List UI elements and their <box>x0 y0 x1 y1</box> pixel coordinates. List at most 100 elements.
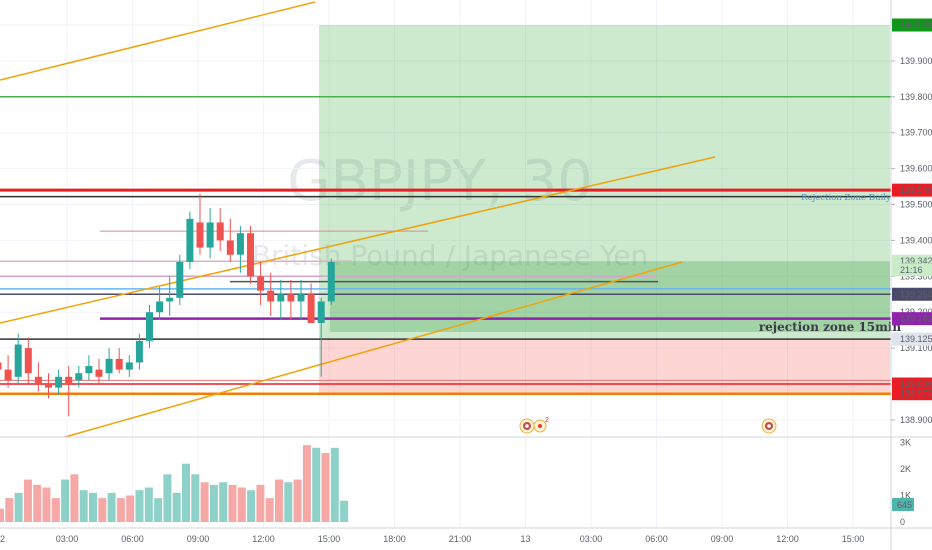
candle-body <box>226 240 234 255</box>
volume-bar <box>144 487 153 522</box>
candle-body <box>65 376 73 384</box>
candle-body <box>186 218 194 262</box>
price-badge <box>892 287 932 301</box>
candle-body <box>267 290 275 302</box>
candle-body <box>34 376 42 384</box>
volume-bar <box>135 490 144 522</box>
volume-bar <box>228 484 237 522</box>
volume-tick-label: 3K <box>900 438 911 448</box>
price-badge <box>892 18 932 32</box>
time-tick-label: 15:00 <box>318 534 341 544</box>
volume-bar <box>154 498 163 522</box>
volume-bar <box>126 495 135 522</box>
volume-bar <box>172 492 181 522</box>
price-tick-label: 139.700 <box>900 128 932 138</box>
price-tick-label: 139.500 <box>900 200 932 210</box>
volume-bar <box>275 479 283 522</box>
price-badge-label: 139.540 <box>900 185 932 195</box>
candle-body <box>85 366 93 374</box>
volume-bar <box>98 498 107 522</box>
candle-body <box>236 233 244 255</box>
event-marker-flag[interactable] <box>519 418 535 434</box>
volume-axis[interactable]: 3K 2K 1K 0 645 <box>892 438 914 528</box>
volume-bar <box>61 479 70 522</box>
rejection-15min-label[interactable]: rejection zone 15min <box>759 320 902 334</box>
volume-bar <box>247 490 256 522</box>
candle-body <box>196 222 204 248</box>
horizontal-levels[interactable] <box>0 96 891 395</box>
volume-tick-label: 1K <box>900 491 911 501</box>
candle-body <box>247 233 254 277</box>
time-tick-label: 18:00 <box>383 534 406 544</box>
price-badge <box>892 332 932 346</box>
time-tick-label: 03:00 <box>56 534 79 544</box>
volume-bar <box>321 453 330 522</box>
event-marker-flag-2[interactable] <box>761 418 777 434</box>
candle-body <box>317 301 325 323</box>
price-badge-label: 138.973 <box>900 389 932 399</box>
candle-body <box>4 369 12 381</box>
volume-bar <box>14 492 23 522</box>
volume-bar <box>70 474 79 522</box>
volume-badge-label: 645 <box>897 500 912 510</box>
volume-tick-label: 2K <box>900 464 911 474</box>
candle-body <box>45 384 52 388</box>
volume-bar <box>312 447 321 522</box>
event-count: 2 <box>545 417 549 424</box>
candle-body <box>135 340 143 363</box>
price-badge <box>892 183 932 197</box>
price-badge-label: 139.342 <box>900 256 932 266</box>
channel-line[interactable] <box>0 1 316 81</box>
candle-body <box>75 373 83 381</box>
volume-bar <box>33 484 42 522</box>
time-tick-label: 06:00 <box>645 534 668 544</box>
candle-body <box>0 362 2 370</box>
time-tick-label: 15:00 <box>842 534 865 544</box>
price-badge-label: 139.125 <box>900 334 932 344</box>
volume-bars <box>0 445 349 522</box>
rejection-zone-15min[interactable] <box>330 261 890 332</box>
price-badge-label: 140.000 <box>900 20 932 30</box>
price-badge-label: 139.250 <box>900 289 932 299</box>
volume-bar <box>302 445 311 522</box>
volume-bar <box>116 498 125 522</box>
volume-bar <box>293 479 302 522</box>
candle-body <box>277 294 285 302</box>
time-tick-label: 09:00 <box>711 534 734 544</box>
volume-bar <box>265 498 274 522</box>
time-axis[interactable]: 2 03:00 06:00 09:00 12:00 15:00 18:00 21:00 13 03… <box>0 534 864 544</box>
event-marker-dot[interactable] <box>533 419 547 433</box>
time-start-label: 2 <box>0 534 5 544</box>
stop-zone[interactable] <box>319 339 890 394</box>
symbol-watermark: GBPJPY, 30 <box>287 149 593 214</box>
candle-body <box>24 348 32 374</box>
candle-body <box>156 301 164 313</box>
candle-body <box>166 297 174 302</box>
price-badge <box>892 263 932 277</box>
trend-channel[interactable] <box>0 1 716 438</box>
volume-bar <box>0 508 4 522</box>
volume-bar <box>256 484 265 522</box>
time-tick-label: 09:00 <box>187 534 210 544</box>
price-badge-label: 139.182 <box>900 314 932 324</box>
channel-line[interactable] <box>0 156 716 324</box>
price-tick-label: 139.600 <box>900 164 932 174</box>
candle-body <box>14 344 22 377</box>
price-badge <box>892 387 932 401</box>
candle-body <box>307 294 315 323</box>
rejection-daily-label[interactable]: Rejection Zone Daily <box>801 193 891 203</box>
price-badge <box>892 312 932 326</box>
volume-bar <box>51 498 60 522</box>
volume-bar <box>42 487 51 522</box>
volume-bar <box>23 479 32 522</box>
volume-tick-label: 0 <box>900 517 905 527</box>
price-tick-label: 139.800 <box>900 92 932 102</box>
candle-body <box>297 294 305 302</box>
candle-body <box>95 369 103 377</box>
candle-body <box>55 376 63 388</box>
channel-line[interactable] <box>64 261 683 438</box>
price-tick-label: 139.100 <box>900 343 932 353</box>
